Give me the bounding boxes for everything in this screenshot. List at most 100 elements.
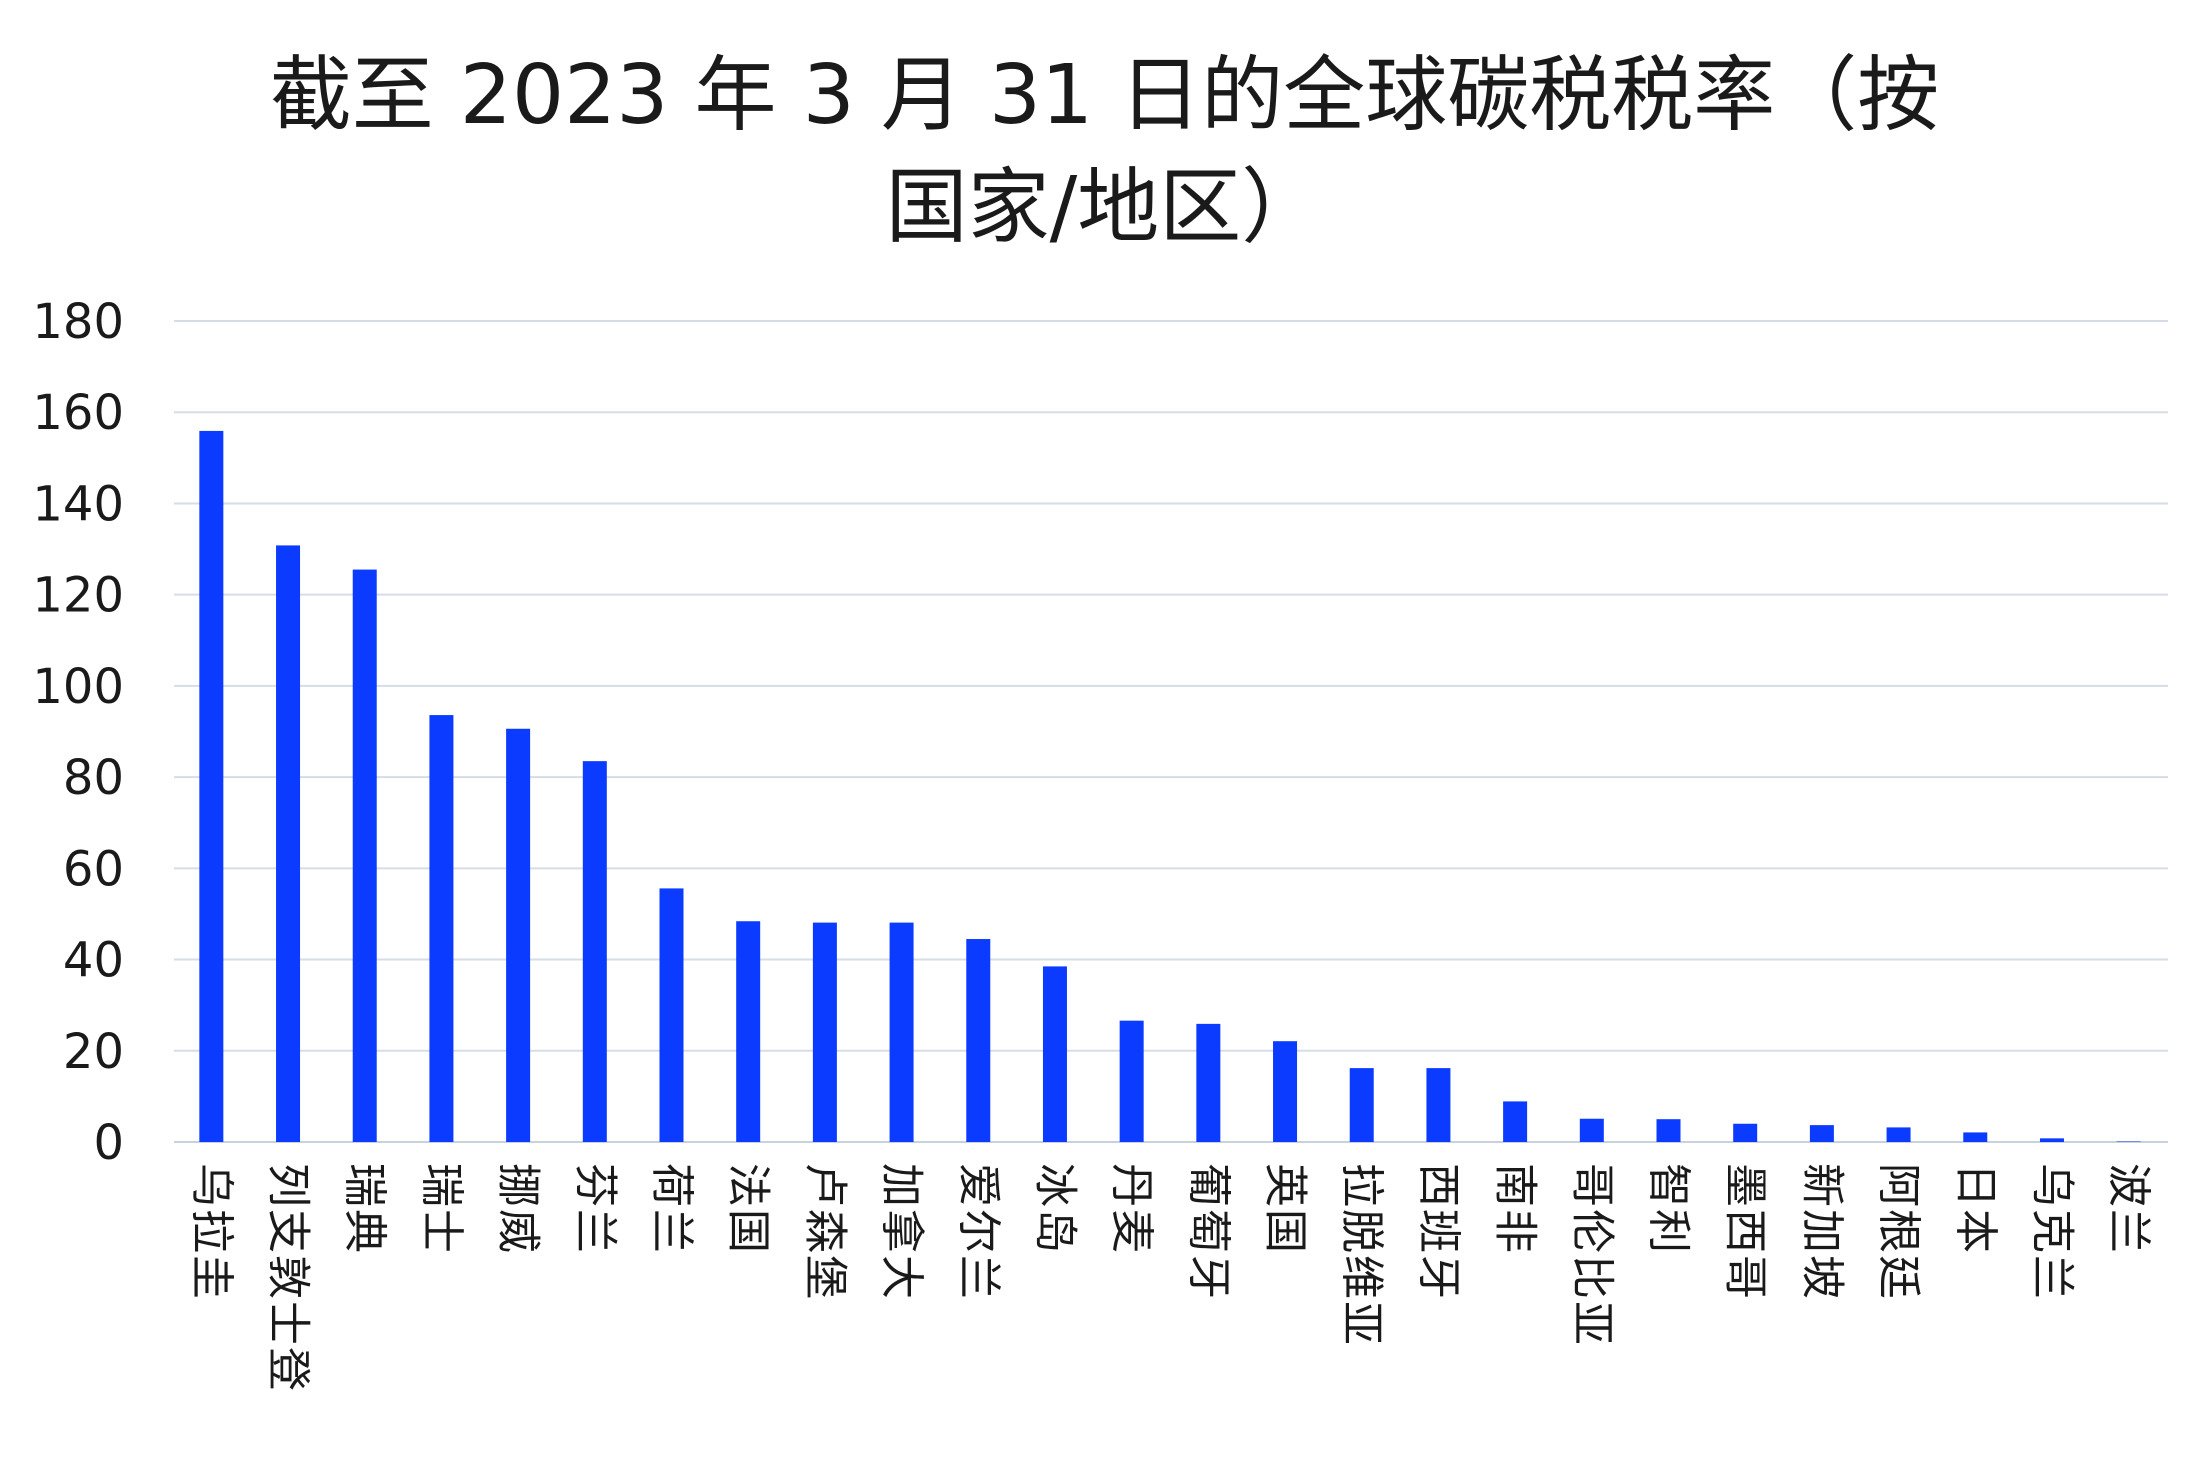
x-tick-label-char: 士	[263, 1301, 314, 1345]
y-tick-label: 160	[32, 385, 124, 441]
bar	[1809, 1125, 1834, 1142]
bar	[1963, 1132, 1988, 1142]
x-tick-label-char: 哥	[1720, 1255, 1771, 1299]
bar	[1733, 1123, 1758, 1142]
x-tick-label-char: 利	[1643, 1209, 1694, 1253]
x-axis-labels: 乌拉圭列支敦士登瑞典瑞士挪威芬兰荷兰法国卢森堡加拿大爱尔兰冰岛丹麦葡萄牙英国拉脱…	[186, 1163, 2154, 1391]
x-tick-label-char: 士	[416, 1209, 467, 1253]
x-tick-label-char: 非	[1490, 1209, 1541, 1253]
x-tick-label-char: 英	[1260, 1163, 1311, 1207]
bar	[199, 430, 224, 1142]
bar	[352, 569, 377, 1142]
x-tick-label-char: 廷	[1873, 1255, 1924, 1299]
x-tick-label-char: 兰	[646, 1209, 697, 1253]
x-tick-label-char: 伦	[1566, 1209, 1617, 1253]
x-tick-label-char: 大	[876, 1255, 927, 1299]
bar	[506, 728, 531, 1142]
bar	[1503, 1101, 1528, 1142]
x-tick-label-char: 克	[2026, 1209, 2077, 1253]
x-tick-label: 南非	[1490, 1163, 1541, 1253]
x-tick-label-char: 瑞	[339, 1163, 390, 1207]
x-tick-label-char: 西	[1720, 1209, 1771, 1253]
x-tick-label-char: 卢	[799, 1163, 850, 1207]
gridlines	[174, 320, 2168, 1143]
x-tick-label-char: 支	[263, 1209, 314, 1253]
x-tick-label: 法国	[723, 1163, 774, 1253]
x-tick-label-char: 圭	[186, 1255, 237, 1299]
bar	[1426, 1068, 1451, 1142]
x-tick-label-char: 乌	[186, 1163, 237, 1207]
bar	[1656, 1119, 1681, 1142]
x-tick-label-char: 兰	[2026, 1255, 2077, 1299]
y-tick-label: 60	[63, 841, 124, 897]
chart-title-line-1: 截至 2023 年 3 月 31 日的全球碳税税率（按	[269, 48, 1940, 143]
x-tick-label-char: 亚	[1336, 1301, 1387, 1345]
x-tick-label-char: 智	[1643, 1163, 1694, 1207]
bar	[2039, 1138, 2064, 1142]
x-tick-label: 西班牙	[1413, 1163, 1464, 1299]
x-tick-label: 葡萄牙	[1183, 1163, 1234, 1299]
x-tick-label: 瑞典	[339, 1163, 390, 1253]
x-tick-label-char: 兰	[2103, 1209, 2154, 1253]
x-tick-label-char: 列	[263, 1163, 314, 1207]
x-tick-label-char: 芬	[569, 1163, 620, 1207]
x-tick-label-char: 加	[876, 1163, 927, 1207]
x-tick-label-char: 典	[339, 1209, 390, 1253]
x-tick-label-char: 威	[493, 1209, 544, 1253]
x-tick-label-char: 根	[1873, 1209, 1924, 1253]
x-tick-label-char: 牙	[1413, 1255, 1464, 1299]
y-tick-label: 80	[63, 750, 124, 806]
bar	[812, 922, 837, 1142]
x-tick-label-char: 爱	[953, 1163, 1004, 1207]
x-tick-label-char: 瑞	[416, 1163, 467, 1207]
x-tick-label-char: 冰	[1029, 1163, 1080, 1207]
x-tick-label: 阿根廷	[1873, 1163, 1924, 1299]
y-axis-ticks: 0 20 40 60 80 100 120 140 160 180	[32, 294, 124, 1171]
x-tick-label-char: 脱	[1336, 1209, 1387, 1253]
x-tick-label-char: 牙	[1183, 1255, 1234, 1299]
bar	[1119, 1020, 1144, 1142]
x-tick-label-char: 日	[1950, 1163, 2001, 1207]
x-tick-label: 荷兰	[646, 1163, 697, 1253]
bar	[582, 761, 607, 1142]
x-tick-label-char: 阿	[1873, 1163, 1924, 1207]
bar	[966, 939, 991, 1142]
x-tick-label-char: 麦	[1106, 1209, 1157, 1253]
x-tick-label: 卢森堡	[799, 1163, 850, 1299]
x-tick-label-char: 比	[1566, 1255, 1617, 1299]
y-tick-label: 140	[32, 476, 124, 532]
x-tick-label-char: 国	[1260, 1209, 1311, 1253]
y-tick-label: 0	[93, 1115, 124, 1171]
chart-title-line-2: 国家/地区）	[885, 160, 1324, 255]
x-tick-label: 日本	[1950, 1163, 2001, 1253]
x-tick-label-char: 堡	[799, 1255, 850, 1299]
x-tick-label: 乌拉圭	[186, 1163, 237, 1299]
bar	[1196, 1023, 1221, 1142]
x-tick-label-char: 乌	[2026, 1163, 2077, 1207]
x-tick-label-char: 拉	[1336, 1163, 1387, 1207]
bar	[1886, 1127, 1911, 1142]
bar	[429, 715, 454, 1142]
x-tick-label: 加拿大	[876, 1163, 927, 1299]
x-tick-label: 乌克兰	[2026, 1163, 2077, 1299]
x-tick-label-char: 本	[1950, 1209, 2001, 1253]
x-tick-label-char: 兰	[569, 1209, 620, 1253]
bar	[1273, 1041, 1298, 1142]
bars	[199, 430, 2141, 1142]
x-tick-label-char: 森	[799, 1209, 850, 1253]
x-tick-label: 墨西哥	[1720, 1163, 1771, 1299]
y-tick-label: 40	[63, 933, 124, 989]
x-tick-label-char: 加	[1796, 1209, 1847, 1253]
y-tick-label: 100	[32, 659, 124, 715]
x-tick-label: 智利	[1643, 1163, 1694, 1253]
x-tick-label: 新加坡	[1796, 1163, 1847, 1299]
bar	[1042, 966, 1067, 1142]
x-tick-label-char: 挪	[493, 1163, 544, 1207]
x-tick-label-char: 葡	[1183, 1163, 1234, 1207]
x-tick-label-char: 亚	[1566, 1301, 1617, 1345]
x-tick-label-char: 西	[1413, 1163, 1464, 1207]
